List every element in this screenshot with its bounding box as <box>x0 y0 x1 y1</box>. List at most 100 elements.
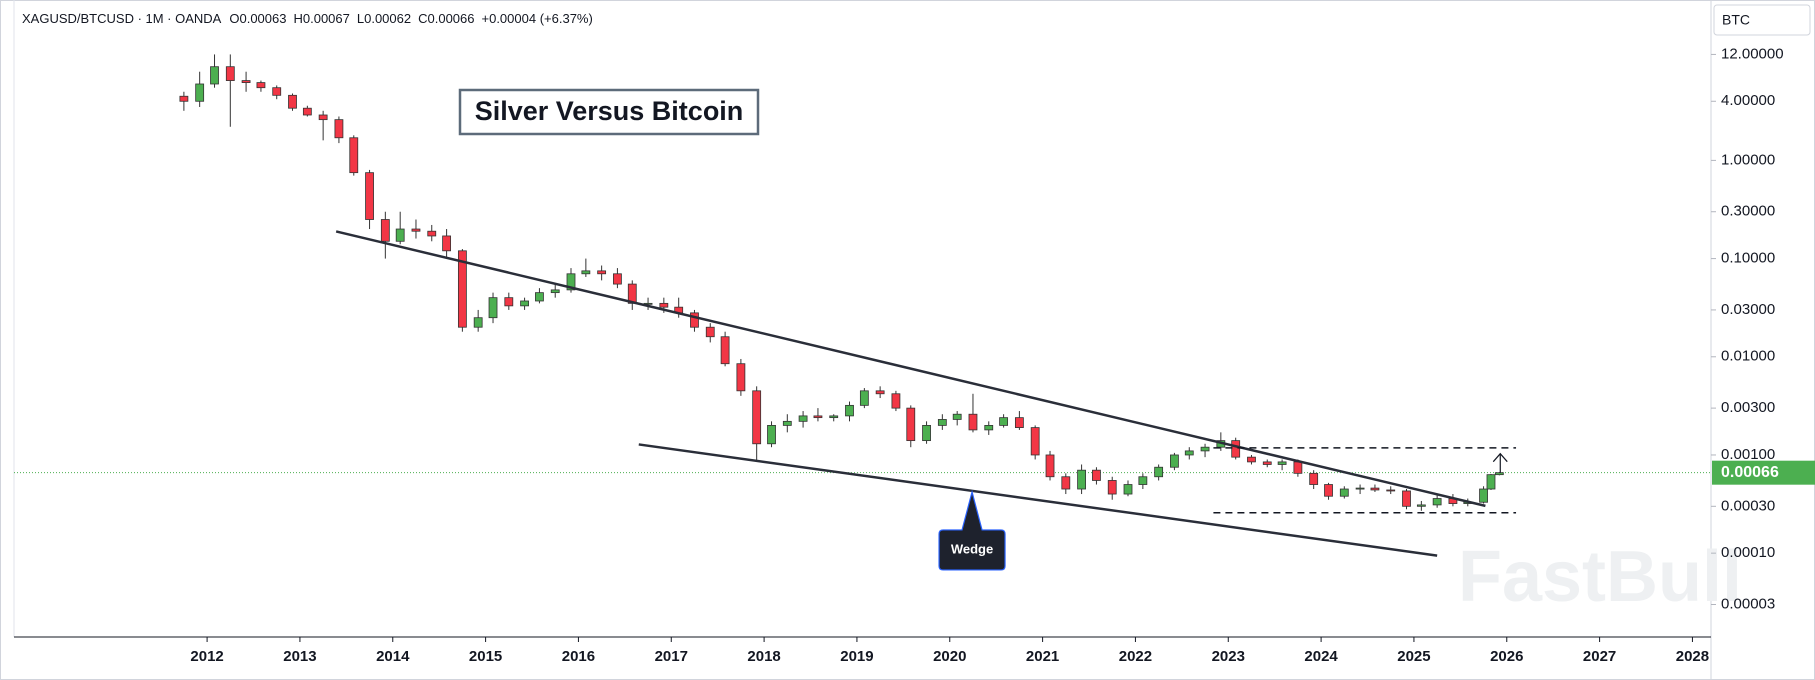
candle-body <box>195 83 205 102</box>
y-tick-label: 0.00300 <box>1721 399 1775 416</box>
candle-body <box>1231 440 1241 458</box>
candle-body <box>302 107 312 116</box>
last-price-label: 0.00066 <box>1721 464 1779 481</box>
x-tick-label: 2026 <box>1490 648 1523 665</box>
candle-body <box>1262 461 1272 465</box>
candle-body <box>767 425 776 445</box>
x-tick-label: 2017 <box>655 648 688 665</box>
candle-body <box>473 317 483 328</box>
candle-body <box>659 302 669 308</box>
candle-body <box>550 289 560 294</box>
candle-body <box>613 273 622 285</box>
candle-body <box>535 292 544 302</box>
candle-body <box>488 297 498 319</box>
y-tick-label: 0.00010 <box>1721 544 1775 561</box>
candle-body <box>1370 487 1380 491</box>
candle-body <box>288 94 297 109</box>
x-tick-label: 2018 <box>747 648 780 665</box>
candle-body <box>457 250 467 328</box>
candle-body <box>1355 487 1365 490</box>
candle-body <box>875 390 885 395</box>
l-label: L <box>357 11 364 26</box>
candle-body <box>1107 480 1117 495</box>
candle-body <box>1416 504 1426 507</box>
candle-body <box>272 87 282 96</box>
x-tick-label: 2016 <box>562 648 595 665</box>
candle-body <box>1486 474 1496 490</box>
candle-body <box>427 230 437 237</box>
header: XAGUSD/BTCUSD · 1M · OANDA O0.00063 H0.000… <box>22 11 593 26</box>
candle-body <box>1494 472 1504 476</box>
x-tick-label: 2025 <box>1397 648 1430 665</box>
x-tick-label: 2015 <box>469 648 502 665</box>
candle-body <box>1092 469 1101 481</box>
candle-body <box>334 119 344 139</box>
candle-body <box>520 300 529 307</box>
low: 0.00062 <box>364 11 411 26</box>
candle-body <box>984 425 994 431</box>
x-tick-label: 2027 <box>1583 648 1616 665</box>
trendline <box>335 230 1486 508</box>
arrow-head <box>1492 452 1508 463</box>
candle-body <box>504 297 514 307</box>
candle-body <box>1339 488 1349 497</box>
x-tick-label: 2019 <box>840 648 873 665</box>
candle-body <box>349 137 359 174</box>
candle-body <box>395 228 405 242</box>
candle-body <box>1324 484 1333 497</box>
candle-body <box>597 270 607 275</box>
y-tick-label: 0.00030 <box>1721 497 1775 514</box>
y-tick-label: 4.00000 <box>1721 92 1775 109</box>
candle-body <box>736 363 746 392</box>
y-tick-label: 0.10000 <box>1721 250 1775 267</box>
watermark: FastBull <box>1458 537 1742 617</box>
candle-body <box>1277 461 1287 465</box>
candle-body <box>380 219 390 242</box>
x-tick-label: 2028 <box>1676 648 1709 665</box>
x-tick-label: 2021 <box>1026 648 1059 665</box>
candle-body <box>937 419 947 426</box>
candle-body <box>179 95 189 102</box>
y-tick-label: 12.00000 <box>1721 45 1784 62</box>
title-box <box>458 88 760 136</box>
h-label: H <box>293 11 302 26</box>
candle-body <box>1138 476 1148 485</box>
candle-body <box>891 393 901 409</box>
candle-body <box>566 273 576 291</box>
candle-body <box>1200 446 1210 452</box>
candle-body <box>782 420 792 426</box>
candle-body <box>1309 472 1319 485</box>
currency-box[interactable] <box>1713 4 1811 36</box>
candle-body <box>1293 461 1303 474</box>
candle-body <box>813 415 823 419</box>
x-tick-label: 2020 <box>933 648 966 665</box>
candle-body <box>1184 450 1194 456</box>
candle-body <box>411 228 421 232</box>
candle-body <box>1154 466 1164 478</box>
title: Silver Versus Bitcoin <box>475 96 744 126</box>
candle-body <box>318 114 328 121</box>
candle-body <box>1432 498 1442 506</box>
candle-body <box>968 413 978 431</box>
candle-body <box>1030 427 1040 456</box>
callout-text: Wedge <box>951 541 993 556</box>
candle-body <box>705 326 715 338</box>
x-tick-label: 2023 <box>1212 648 1245 665</box>
candle-body <box>442 235 452 252</box>
y-tick-label: 0.01000 <box>1721 348 1775 365</box>
x-tick-label: 2014 <box>376 648 410 665</box>
candle-body <box>1061 476 1071 490</box>
candle-body <box>1479 488 1488 503</box>
y-tick-label: 0.03000 <box>1721 301 1775 318</box>
candle-body <box>256 82 266 89</box>
candle-body <box>859 390 869 406</box>
candle-body <box>720 336 730 365</box>
candle-body <box>952 413 962 420</box>
candle-body <box>225 66 235 81</box>
candle-body <box>210 66 219 85</box>
candle-body <box>581 270 591 275</box>
x-tick-label: 2024 <box>1304 648 1338 665</box>
currency: BTC <box>1722 12 1750 28</box>
